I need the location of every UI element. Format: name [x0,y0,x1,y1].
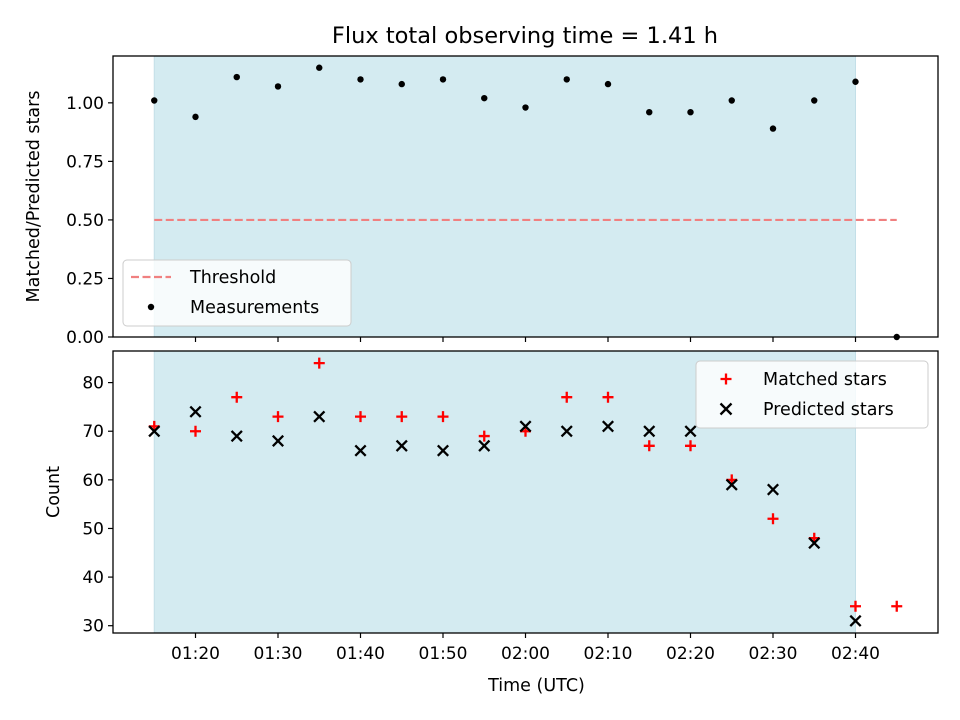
panel-bottom: 30 40 50 60 70 80 01:20 01:30 01:40 01:50 02:00 02:… [44,350,939,696]
predicted-stars-point [808,537,821,550]
predicted-stars-point [849,614,862,627]
y-axis-label: Count [44,466,64,518]
matched-stars-point [313,357,325,369]
x-tick-label: 01:20 [171,644,220,664]
matched-stars-point [685,440,696,452]
matched-stars-point [190,425,201,437]
x-tick-label: 01:40 [336,644,385,664]
measurement-point [398,80,405,88]
x-tick-label: 02:10 [584,644,633,664]
predicted-stars-point [395,439,408,452]
measurement-point [769,125,777,132]
predicted-stars-point [560,425,573,438]
predicted-stars-point [643,425,656,438]
measurement-point [316,64,323,71]
matched-stars-point [561,391,573,403]
predicted-stars-point [148,425,161,438]
legend-box [122,259,352,327]
measurement-point [439,76,447,83]
predicted-stars-point [601,420,615,433]
predicted-stars-point [766,483,780,496]
series-measurements [151,64,900,341]
x-tick-label: 02:40 [831,644,880,664]
measurement-point [522,104,529,111]
matched-stars-point [231,391,243,403]
y-tick-label: 40 [82,568,104,588]
predicted-stars-point [230,430,243,443]
measurement-point [233,73,240,81]
x-tick-label: 02:20 [666,644,715,664]
legend-bottom: Matched stars Predicted stars [695,360,929,429]
legend-label: Matched stars [763,370,887,390]
x-tick-label: 01:50 [419,644,468,664]
matched-stars-point [355,411,366,423]
x-axis-label: Time (UTC) [487,676,585,696]
legend-label: Measurements [190,298,319,318]
predicted-stars-point [725,478,738,491]
predicted-stars-point [436,444,450,457]
y-tick-label: 80 [82,374,104,394]
matched-stars-point [850,600,861,612]
y-tick-label: 1.00 [66,94,104,114]
y-tick-label: 0.75 [66,152,104,172]
x-tick-label: 02:30 [749,644,798,664]
legend-matched-swatch [720,373,732,385]
y-axis-label: Matched/Predicted stars [24,91,44,303]
measurement-point [274,83,282,90]
y-tick-label: 50 [82,519,104,539]
matched-stars-point [478,430,490,442]
measurement-point [687,109,694,116]
measurement-point [852,78,859,85]
legend-top: Threshold Measurements [122,259,352,327]
measurement-point [481,94,488,102]
matched-stars-point [767,513,779,525]
y-tick-label: 0.25 [66,269,104,289]
measurement-point [604,80,612,88]
predicted-stars-point [271,434,285,447]
predicted-stars-point [519,420,532,433]
predicted-stars-point [313,410,326,423]
y-tick-label: 60 [82,471,104,491]
panel-top: 0.00 0.25 0.50 0.75 1.00 Matched/Predicted st… [24,55,939,348]
series-predicted-stars [148,405,862,627]
x-tick-label: 01:30 [254,644,303,664]
predicted-stars-point [354,444,367,457]
matched-stars-point [437,411,449,423]
y-tick-label: 0.00 [66,328,104,348]
x-tick-label: 02:00 [501,644,550,664]
y-tick-label: 0.50 [66,211,104,231]
panels: 0.00 0.25 0.50 0.75 1.00 Matched/Predicted st… [24,55,939,696]
matched-stars-point [643,440,655,452]
legend-label: Predicted stars [763,400,894,420]
figure-title: Flux total observing time = 1.41 h [332,23,718,49]
measurement-point [151,97,158,104]
measurement-point [811,97,818,104]
predicted-stars-point [478,439,491,452]
measurement-point [192,113,199,121]
y-tick-label: 30 [82,617,104,637]
matched-stars-point [602,391,614,403]
measurement-point [728,97,735,104]
measurement-point [646,109,653,116]
legend-predicted-swatch [719,402,733,416]
predicted-stars-point [684,425,697,438]
predicted-stars-point [189,405,202,418]
matched-stars-point [272,411,284,423]
legend-box [695,360,929,429]
measurement-point [357,76,364,83]
measurement-point [563,76,570,83]
matched-stars-point [396,411,408,423]
matched-stars-point [891,600,903,612]
legend-measurement-swatch [147,303,155,311]
legend-label: Threshold [189,268,276,288]
y-tick-label: 70 [82,422,104,442]
